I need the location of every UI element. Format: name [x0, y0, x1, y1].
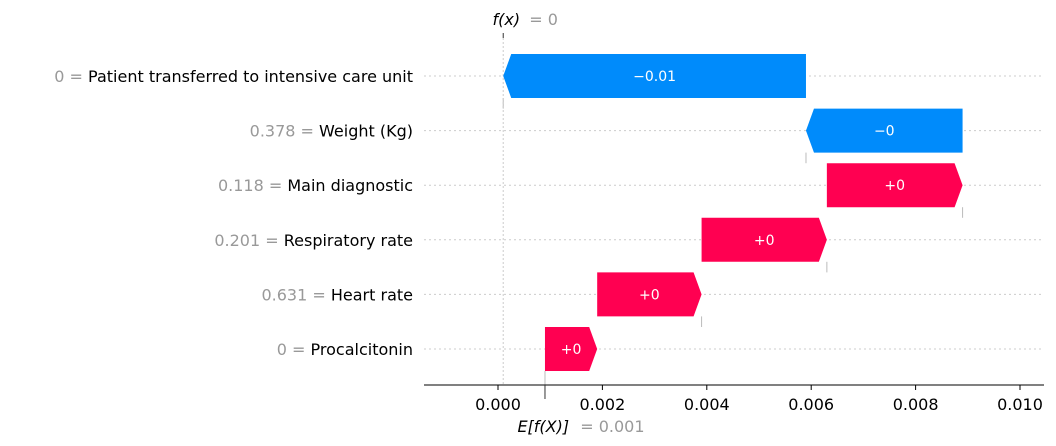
- bar-value-label: +0: [754, 233, 775, 249]
- bar-value-label: −0: [874, 124, 895, 140]
- connector-lines: [502, 38, 964, 385]
- x-tick-label: 0.010: [997, 395, 1043, 414]
- feature-labels-group: 0 = Patient transferred to intensive car…: [54, 67, 413, 359]
- feature-label: 0.201 = Respiratory rate: [214, 231, 413, 250]
- x-tick-label: 0.008: [893, 395, 939, 414]
- fx-label: f(x): [493, 10, 521, 29]
- feature-name: Weight (Kg): [319, 122, 413, 141]
- feature-value: 0.631 =: [261, 285, 330, 304]
- bar-positive: [597, 272, 702, 317]
- feature-name: Respiratory rate: [284, 231, 413, 250]
- bar-value-label: −0.01: [633, 69, 676, 85]
- x-tick-label: 0.004: [684, 395, 730, 414]
- fx-value: = 0: [529, 10, 558, 29]
- feature-value: 0.118 =: [218, 176, 287, 195]
- bar-value-label: +0: [561, 342, 582, 358]
- bar-positive: [701, 217, 827, 262]
- x-tick-label: 0.002: [579, 395, 625, 414]
- feature-value: 0 =: [54, 67, 88, 86]
- bar-negative: [805, 108, 963, 153]
- bar-value-label: +0: [884, 178, 905, 194]
- feature-name: Heart rate: [331, 285, 413, 304]
- feature-value: 0 =: [277, 340, 311, 359]
- feature-name: Main diagnostic: [287, 176, 413, 195]
- feature-label: 0.118 = Main diagnostic: [218, 176, 413, 195]
- feature-name: Procalcitonin: [311, 340, 413, 359]
- feature-value: 0.201 =: [214, 231, 283, 250]
- feature-label: 0.378 = Weight (Kg): [250, 122, 413, 141]
- feature-label: 0 = Procalcitonin: [277, 340, 413, 359]
- x-axis: 0.000 0.002 0.004 0.006 0.008 0.010: [424, 384, 1044, 414]
- x-tick-label: 0.006: [788, 395, 834, 414]
- expected-value-value: = 0.001: [580, 417, 644, 436]
- annotations-group: f(x) = 0 E[f(X)] = 0.001: [493, 10, 645, 436]
- bar-positive: [544, 327, 598, 371]
- bar-positive: [826, 163, 963, 208]
- expected-value-annotation: E[f(X)] = 0.001: [517, 417, 644, 436]
- feature-name: Patient transferred to intensive care un…: [88, 67, 413, 86]
- bar-value-label: +0: [639, 287, 660, 303]
- fx-annotation: f(x) = 0: [493, 10, 558, 29]
- expected-value-label: E[f(X)]: [517, 417, 569, 436]
- x-tick-label: 0.000: [475, 395, 521, 414]
- feature-label: 0.631 = Heart rate: [261, 285, 413, 304]
- feature-value: 0.378 =: [250, 122, 319, 141]
- bars-group: −0.01 −0 +0 +0 +0 +0: [503, 54, 963, 371]
- feature-label: 0 = Patient transferred to intensive car…: [54, 67, 413, 86]
- bar-negative: [503, 54, 806, 98]
